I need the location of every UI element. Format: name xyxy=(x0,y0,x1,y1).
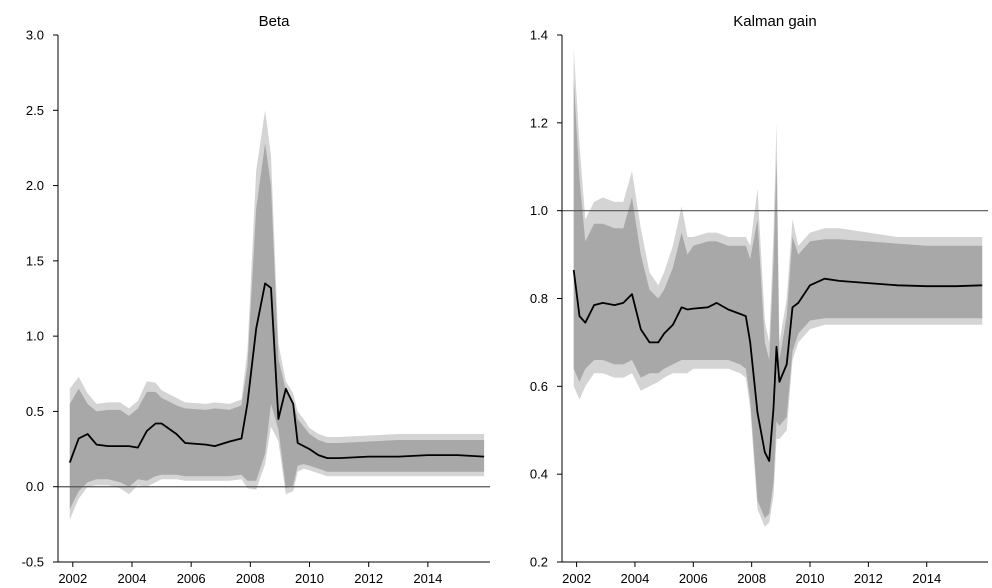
kalman-gain-x-tick-label: 2012 xyxy=(854,571,883,586)
kalman-gain-title: Kalman gain xyxy=(733,13,816,30)
beta-inner-band xyxy=(69,143,485,510)
beta-y-tick-label: 0.0 xyxy=(26,479,44,494)
beta-x-tick-label: 2010 xyxy=(295,571,324,586)
chart-panel-beta: -0.5 0.0 0.5 1.0 1.5 2.0 2.5 3.0 2002 2004 2006 200… xyxy=(22,13,490,586)
kalman-gain-y-tick-label: 1.0 xyxy=(530,203,548,218)
kalman-gain-inner-band xyxy=(573,78,983,519)
beta-title: Beta xyxy=(259,13,291,30)
beta-x-tick-label: 2012 xyxy=(354,571,383,586)
beta-median-line xyxy=(68,282,485,463)
beta-x-tick-label: 2002 xyxy=(58,571,87,586)
kalman-gain-y-tick-label: 0.4 xyxy=(530,467,548,482)
beta-x-tick-label: 2008 xyxy=(236,571,265,586)
beta-y-tick-label: 2.0 xyxy=(26,178,44,193)
kalman-gain-y-tick-label: 0.8 xyxy=(530,291,548,306)
beta-x-tick-label: 2006 xyxy=(177,571,206,586)
beta-y-tick-label: 0.5 xyxy=(26,404,44,419)
kalman-gain-x-tick-label: 2004 xyxy=(620,571,649,586)
beta-x-tick-label: 2004 xyxy=(118,571,147,586)
kalman-gain-x-tick-label: 2008 xyxy=(737,571,766,586)
kalman-gain-y-tick-label: 1.4 xyxy=(530,28,548,43)
kalman-gain-y-tick-label: 0.2 xyxy=(530,555,548,570)
beta-y-tick-label: 3.0 xyxy=(26,28,44,43)
beta-y-tick-label: 1.0 xyxy=(26,329,44,344)
kalman-gain-median-line xyxy=(572,269,983,462)
kalman-gain-x-tick-label: 2014 xyxy=(912,571,941,586)
kalman-gain-x-tick-label: 2002 xyxy=(562,571,591,586)
beta-x-tick-label: 2014 xyxy=(413,571,442,586)
kalman-gain-y-tick-label: 0.6 xyxy=(530,379,548,394)
beta-y-tick-label: -0.5 xyxy=(22,555,44,570)
kalman-gain-x-tick-label: 2006 xyxy=(679,571,708,586)
chart-panel-kalman-gain: 0.2 0.4 0.6 0.8 1.0 1.2 1.4 2002 2004 2006 2008 201… xyxy=(530,13,988,586)
beta-y-tick-label: 1.5 xyxy=(26,253,44,268)
kalman-gain-y-tick-label: 1.2 xyxy=(530,115,548,130)
kalman-gain-x-tick-label: 2010 xyxy=(796,571,825,586)
beta-y-tick-label: 2.5 xyxy=(26,103,44,118)
